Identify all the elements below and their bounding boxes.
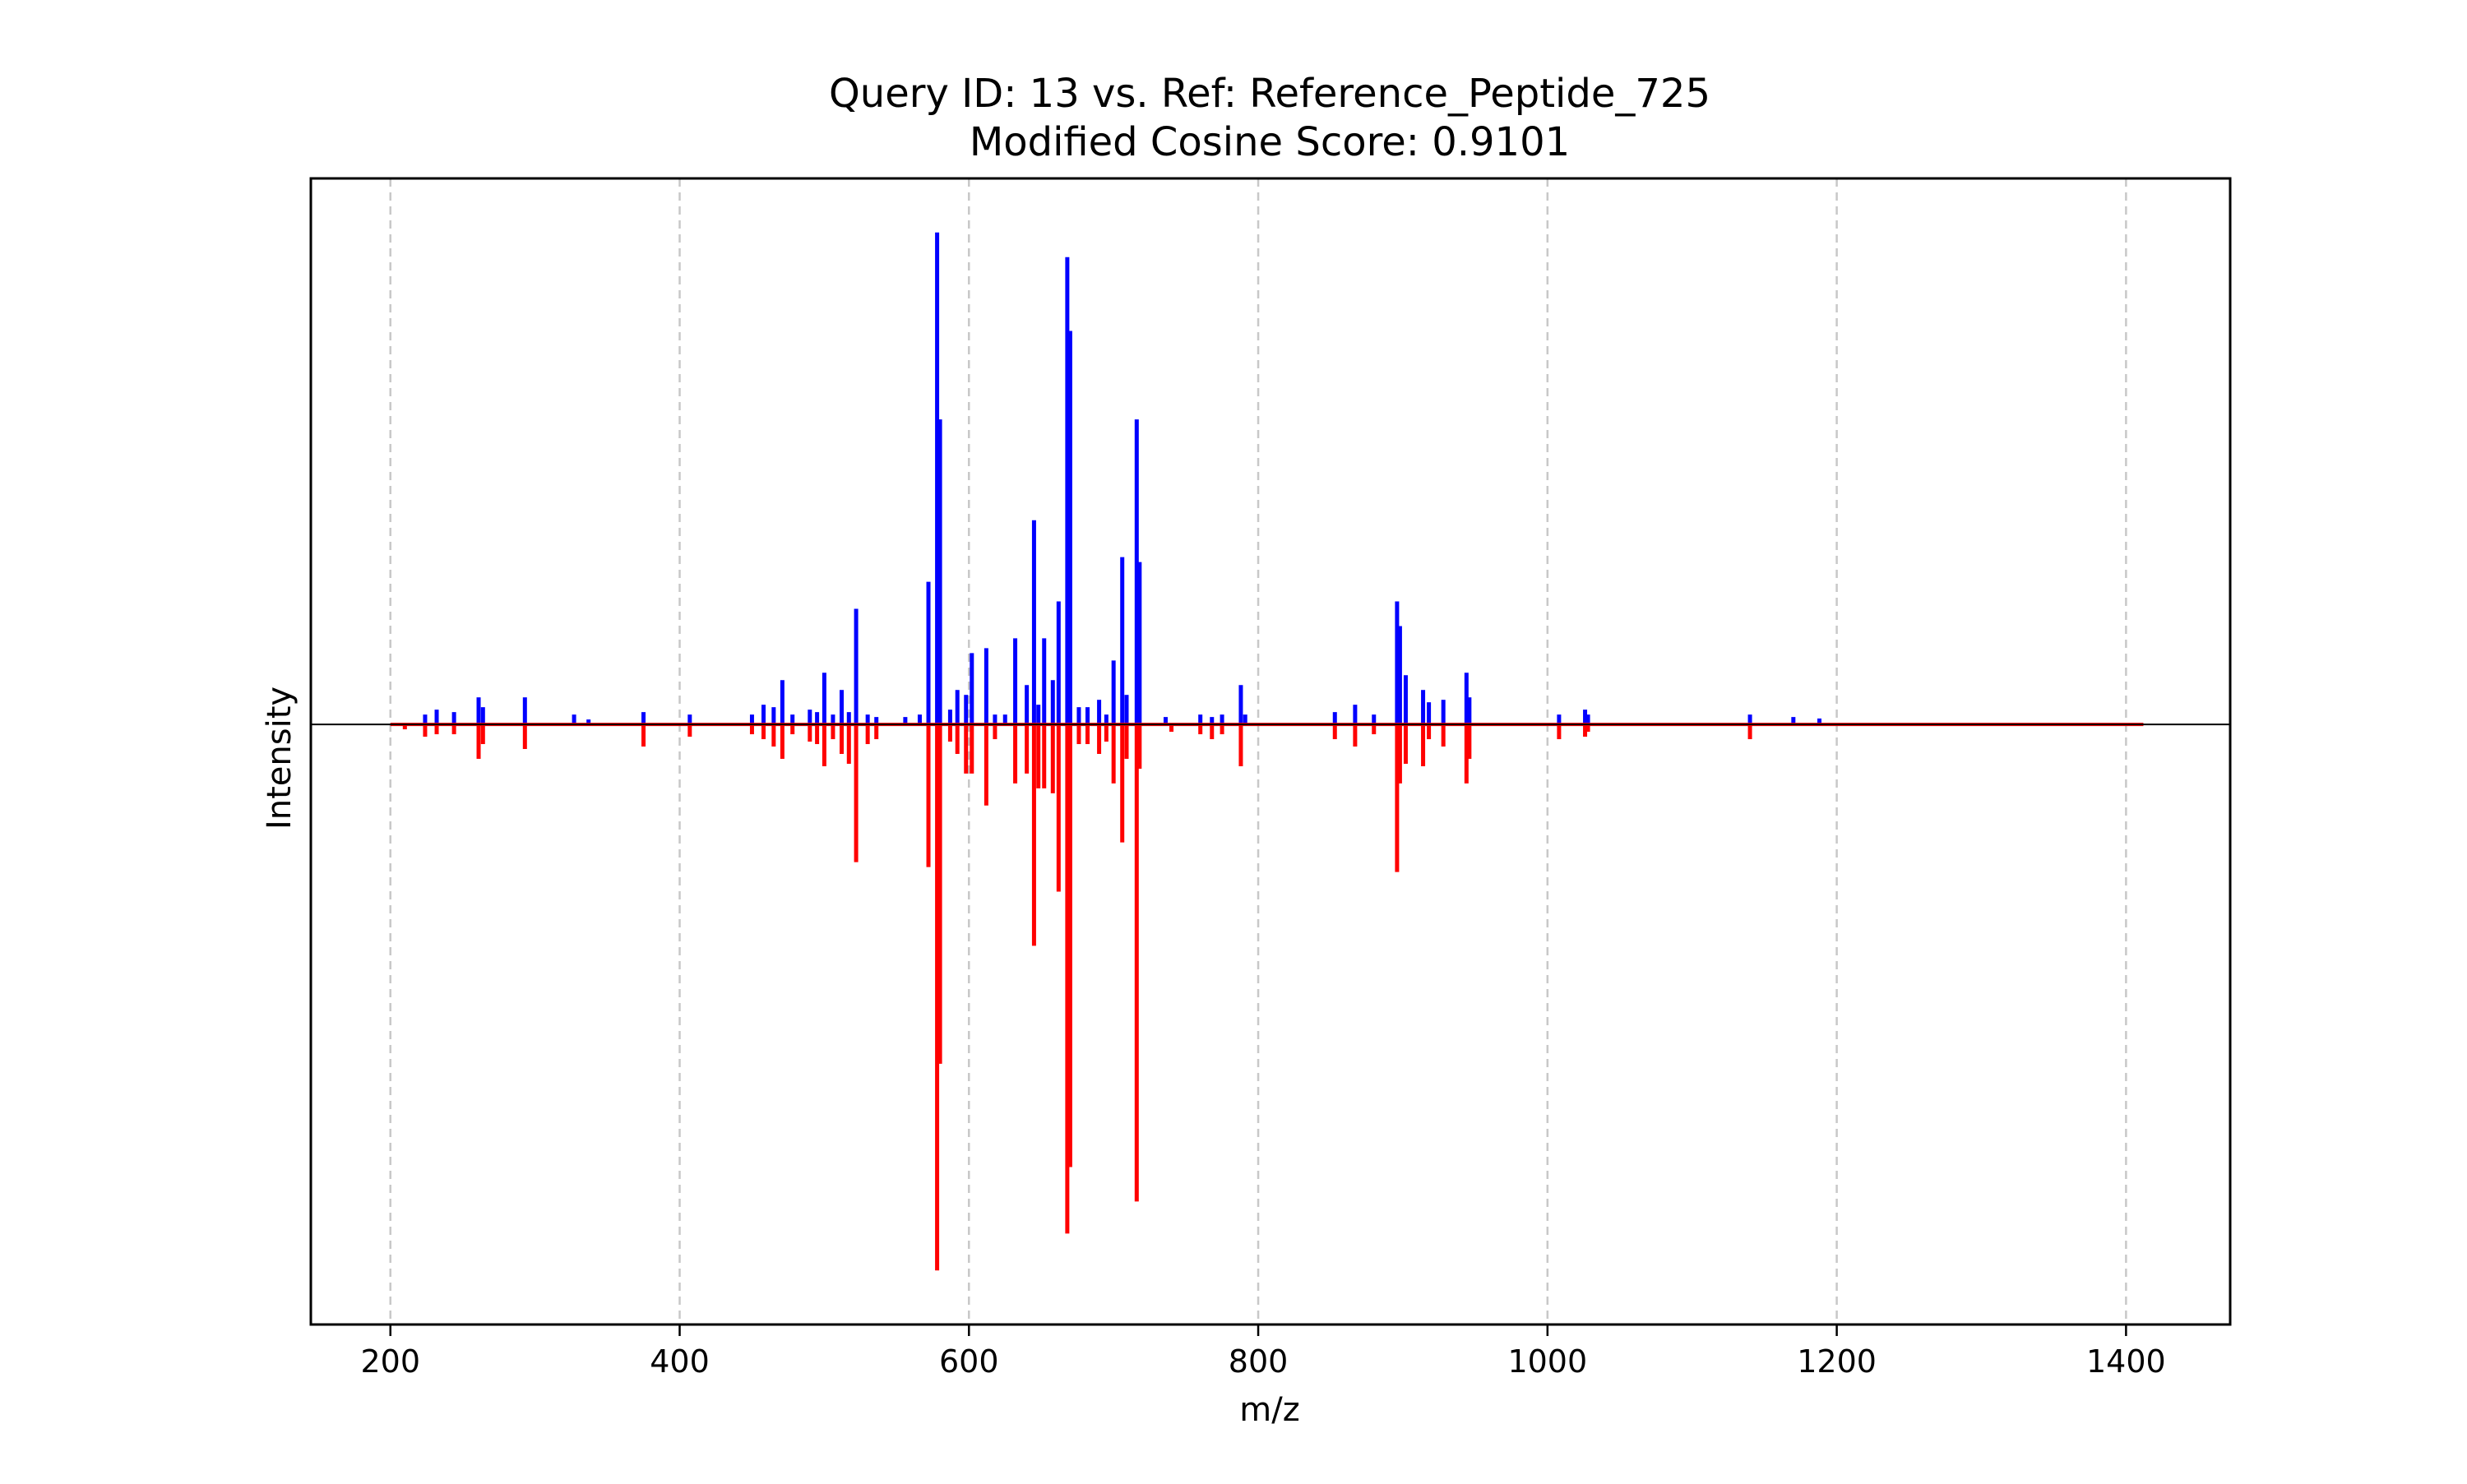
x-tick-label-400: 400 (650, 1343, 710, 1380)
plot-frame (309, 177, 2232, 1326)
y-axis-label: Intensity (261, 687, 299, 830)
x-axis-ticks: 200 400 600 800 1000 1200 1400 (360, 1325, 2166, 1380)
chart-title: Query ID: 13 vs. Ref: Reference_Peptide_… (829, 71, 1710, 117)
x-tick-label-1400: 1400 (2086, 1343, 2166, 1380)
x-tick-label-200: 200 (360, 1343, 420, 1380)
x-tick-label-600: 600 (939, 1343, 999, 1380)
grid-lines (389, 178, 2127, 1325)
x-tick-label-800: 800 (1229, 1343, 1289, 1380)
chart-subtitle: Modified Cosine Score: 0.9101 (970, 119, 1570, 165)
x-axis-label: m/z (1239, 1391, 1299, 1429)
x-tick-label-1200: 1200 (1797, 1343, 1877, 1380)
query-series (423, 232, 1821, 725)
reference-series (402, 724, 1752, 1271)
x-tick-label-1000: 1000 (1507, 1343, 1587, 1380)
